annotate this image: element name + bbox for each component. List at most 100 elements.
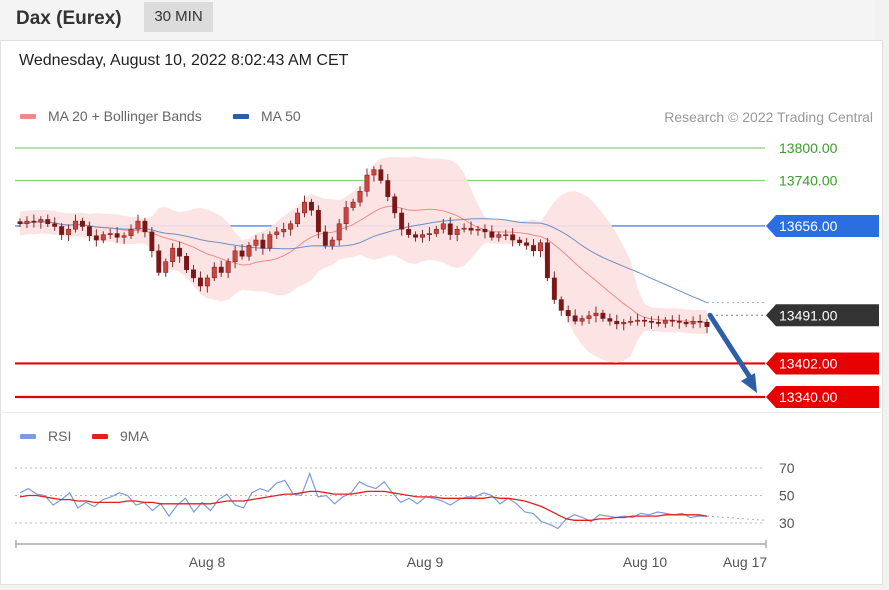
- panel-separator: [0, 412, 883, 413]
- candle-body: [635, 319, 641, 322]
- candle-body: [309, 201, 314, 211]
- candle-body: [482, 228, 488, 233]
- candle-body: [683, 322, 689, 325]
- candle-body: [399, 212, 405, 230]
- candle-body: [86, 226, 92, 236]
- candle-body: [475, 228, 481, 231]
- candle-body: [239, 250, 245, 257]
- ma50-line: [19, 218, 708, 304]
- candle-body: [607, 318, 613, 322]
- rsi-line: [19, 471, 707, 530]
- candle-body: [572, 315, 578, 322]
- bollinger-band: [20, 156, 707, 363]
- candle-body: [343, 207, 349, 225]
- candle-body: [100, 234, 106, 241]
- candle-body: [496, 234, 502, 238]
- rsi-tick-label: 70: [779, 460, 795, 476]
- candle-body: [371, 169, 377, 176]
- candle-body: [600, 312, 606, 319]
- time-axis: Aug 8 Aug 9 Aug 10 Aug 17: [15, 540, 767, 570]
- candle-body: [489, 231, 495, 238]
- candle-body: [302, 201, 307, 214]
- candle-body: [565, 310, 571, 317]
- x-tick-label: Aug 9: [407, 554, 444, 570]
- legend-rsi-label: RSI: [48, 428, 72, 444]
- level-label-support: 13340.00: [779, 389, 838, 405]
- candle-body: [170, 247, 176, 262]
- candle-body: [586, 315, 592, 319]
- candle-body: [246, 245, 252, 257]
- x-tick-label: Aug 10: [623, 554, 668, 570]
- candle-body: [697, 320, 703, 323]
- timeframe-button[interactable]: 30 MIN: [144, 2, 213, 32]
- candle-body: [149, 231, 155, 252]
- level-tag-pivot: [766, 214, 879, 237]
- instrument-title: Dax (Eurex): [16, 8, 122, 29]
- candle-body: [454, 228, 460, 235]
- candle-body: [59, 226, 65, 235]
- candle-body: [579, 318, 585, 322]
- candle-body: [281, 228, 287, 233]
- candle-body: [517, 239, 523, 243]
- candle-body: [17, 221, 23, 225]
- level-label-pivot: 13656.00: [779, 218, 838, 234]
- rsi-ma-line: [19, 490, 708, 521]
- candle-body: [538, 242, 543, 252]
- arrow-shaft: [707, 312, 754, 382]
- candle-body: [420, 234, 425, 238]
- legend-rsi: RSI: [20, 428, 71, 444]
- ma20-swatch: [20, 113, 36, 119]
- candle-body: [73, 220, 78, 230]
- candle-body: [31, 220, 37, 223]
- candle-body: [440, 223, 446, 230]
- legend-9ma: 9MA: [92, 428, 149, 444]
- candle-body: [80, 220, 85, 227]
- candles: [17, 164, 710, 334]
- candle-body: [551, 277, 557, 300]
- candle-body: [392, 196, 398, 214]
- candle-body: [93, 235, 99, 241]
- rsi-tick-label: 30: [779, 515, 795, 531]
- level-label-resistance: 13800.00: [779, 140, 838, 156]
- legend-ma20-label: MA 20 + Bollinger Bands: [48, 108, 202, 124]
- candle-body: [642, 319, 647, 322]
- candle-body: [621, 322, 627, 325]
- candle-body: [503, 234, 509, 237]
- candle-body: [315, 210, 321, 233]
- candle-body: [45, 219, 51, 225]
- candle-body: [628, 320, 634, 323]
- candle-body: [184, 256, 189, 271]
- candle-body: [614, 320, 620, 325]
- candle-body: [66, 228, 72, 235]
- candle-body: [253, 239, 259, 246]
- level-tag-support: [766, 352, 879, 375]
- candle-body: [329, 239, 335, 246]
- candle-body: [204, 277, 210, 287]
- candle-body: [558, 299, 564, 311]
- candle-body: [433, 228, 439, 234]
- candle-body: [114, 233, 120, 238]
- rsi-extension: [706, 515, 766, 521]
- candle-body: [544, 242, 550, 279]
- candle-body: [177, 247, 183, 257]
- candle-body: [426, 233, 432, 235]
- candle-body: [295, 212, 301, 225]
- candle-body: [676, 320, 682, 323]
- candle-body: [142, 220, 148, 233]
- rsi-tick-label: 50: [779, 488, 795, 504]
- candle-body: [288, 223, 294, 230]
- level-label-last: 13491.00: [779, 307, 838, 323]
- candle-body: [121, 235, 127, 238]
- candle-body: [336, 223, 342, 241]
- candle-body: [350, 201, 356, 208]
- candle-body: [191, 269, 196, 279]
- candle-body: [413, 234, 418, 238]
- chart-panel: [0, 40, 883, 585]
- candle-body: [267, 234, 273, 249]
- level-label-resistance: 13740.00: [779, 172, 838, 188]
- bollinger-band-area: [20, 156, 707, 363]
- candle-body: [107, 233, 113, 235]
- level-tag-last: [766, 304, 879, 327]
- candle-body: [593, 312, 599, 317]
